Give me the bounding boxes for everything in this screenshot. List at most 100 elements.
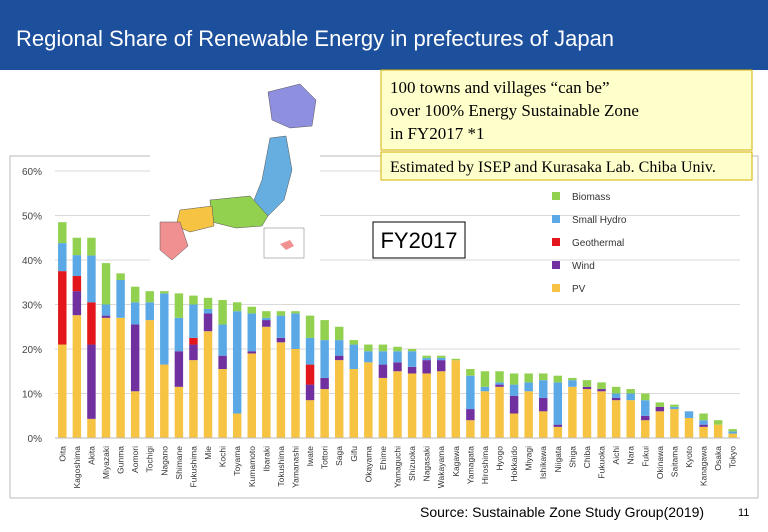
- x-tick-label: Fukuoka: [597, 446, 607, 479]
- bar-segment: [539, 411, 548, 438]
- bar-segment: [145, 320, 154, 438]
- y-tick-label: 10%: [22, 390, 42, 401]
- x-tick-label: Miyagi: [524, 446, 534, 471]
- bar-segment: [58, 271, 67, 345]
- bar-segment: [495, 382, 504, 385]
- bar-segment: [407, 351, 417, 367]
- bar-segment: [334, 340, 344, 356]
- bar-segment: [422, 373, 431, 438]
- bar-segment: [407, 366, 417, 374]
- x-tick-label: Kyoto: [684, 446, 694, 468]
- callout-line: in FY2017 *1: [390, 124, 484, 143]
- bar-segment: [626, 400, 635, 438]
- bar-segment: [466, 369, 475, 376]
- bar-segment: [626, 393, 635, 401]
- bar-segment: [655, 406, 665, 412]
- bar-segment: [349, 340, 359, 345]
- bar-segment: [262, 311, 271, 318]
- y-tick-label: 30%: [22, 301, 42, 312]
- x-tick-label: Oita: [57, 446, 67, 462]
- bar-segment: [291, 311, 300, 314]
- bar-segment: [495, 371, 504, 383]
- legend-label: PV: [572, 284, 586, 295]
- bar-segment: [597, 389, 606, 392]
- x-tick-label: Yamaguchi: [393, 446, 403, 488]
- bar-segment: [641, 420, 650, 438]
- bar-segment: [218, 355, 227, 370]
- legend-label: Geothermal: [572, 238, 624, 249]
- x-tick-label: Nagano: [159, 446, 169, 476]
- bar-segment: [203, 331, 213, 438]
- bar-segment: [495, 386, 504, 438]
- y-tick-label: 60%: [22, 167, 42, 178]
- y-tick-label: 40%: [22, 256, 42, 267]
- bar-segment: [364, 351, 373, 363]
- bar-segment: [72, 291, 82, 316]
- bar-segment: [87, 418, 96, 438]
- bar-segment: [524, 391, 533, 438]
- bar-segment: [101, 304, 111, 316]
- x-tick-label: Okinawa: [655, 446, 665, 479]
- bar-segment: [247, 351, 256, 354]
- bar-segment: [276, 315, 286, 338]
- bar-segment: [130, 302, 140, 325]
- x-tick-label: Yamanashi: [290, 446, 300, 488]
- x-tick-label: Tokushima: [276, 446, 286, 487]
- bar-segment: [480, 386, 490, 392]
- bar-segment: [305, 337, 315, 365]
- bar-segment: [713, 424, 723, 438]
- bar-segment: [364, 362, 373, 438]
- map-inset: [263, 227, 305, 259]
- bar-segment: [407, 373, 417, 438]
- bar-segment: [305, 384, 315, 401]
- x-tick-label: Ehime: [378, 446, 388, 470]
- bar-segment: [553, 382, 563, 425]
- bar-segment: [189, 295, 198, 305]
- bar-segment: [611, 400, 621, 438]
- bar-segment: [305, 364, 315, 385]
- bar-segment: [291, 313, 300, 349]
- bar-segment: [276, 342, 286, 438]
- bar-segment: [422, 360, 431, 374]
- y-tick-label: 0%: [28, 434, 43, 445]
- x-tick-label: Hiroshima: [480, 446, 490, 485]
- bar-segment: [145, 302, 154, 321]
- bar-segment: [451, 360, 461, 438]
- bar-segment: [553, 424, 563, 427]
- bar-segment: [728, 431, 737, 434]
- bar-segment: [611, 397, 621, 401]
- estimate-note: Estimated by ISEP and Kurasaka Lab. Chib…: [390, 159, 716, 176]
- bar-segment: [480, 391, 490, 438]
- bar-segment: [305, 315, 315, 338]
- x-tick-label: Ishikawa: [538, 446, 548, 479]
- x-tick-label: Toyama: [232, 446, 242, 476]
- bar-segment: [626, 389, 635, 394]
- legend-swatch: [552, 261, 560, 269]
- x-tick-label: Nara: [626, 446, 636, 465]
- x-tick-label: Shizuoka: [407, 446, 417, 481]
- bar-segment: [116, 280, 125, 318]
- x-tick-label: Gunma: [116, 446, 126, 474]
- legend-swatch: [552, 215, 560, 223]
- bar-segment: [451, 358, 461, 361]
- bar-segment: [597, 382, 606, 390]
- bar-segment: [524, 373, 533, 383]
- bar-segment: [262, 320, 271, 327]
- bar-segment: [101, 317, 111, 438]
- bar-segment: [393, 346, 402, 352]
- bar-segment: [87, 344, 96, 419]
- bar-segment: [582, 386, 592, 390]
- bar-segment: [349, 344, 359, 370]
- map-hokkaido: [267, 83, 317, 129]
- bar-segment: [232, 413, 242, 438]
- bar-segment: [145, 291, 154, 303]
- bar-segment: [641, 393, 650, 401]
- bar-segment: [334, 360, 344, 438]
- legend-swatch: [552, 192, 560, 200]
- bar-segment: [378, 351, 388, 365]
- callout-line: over 100% Energy Sustainable Zone: [390, 101, 639, 120]
- x-tick-label: Yamagata: [465, 446, 475, 484]
- x-tick-label: Kanagawa: [699, 446, 709, 486]
